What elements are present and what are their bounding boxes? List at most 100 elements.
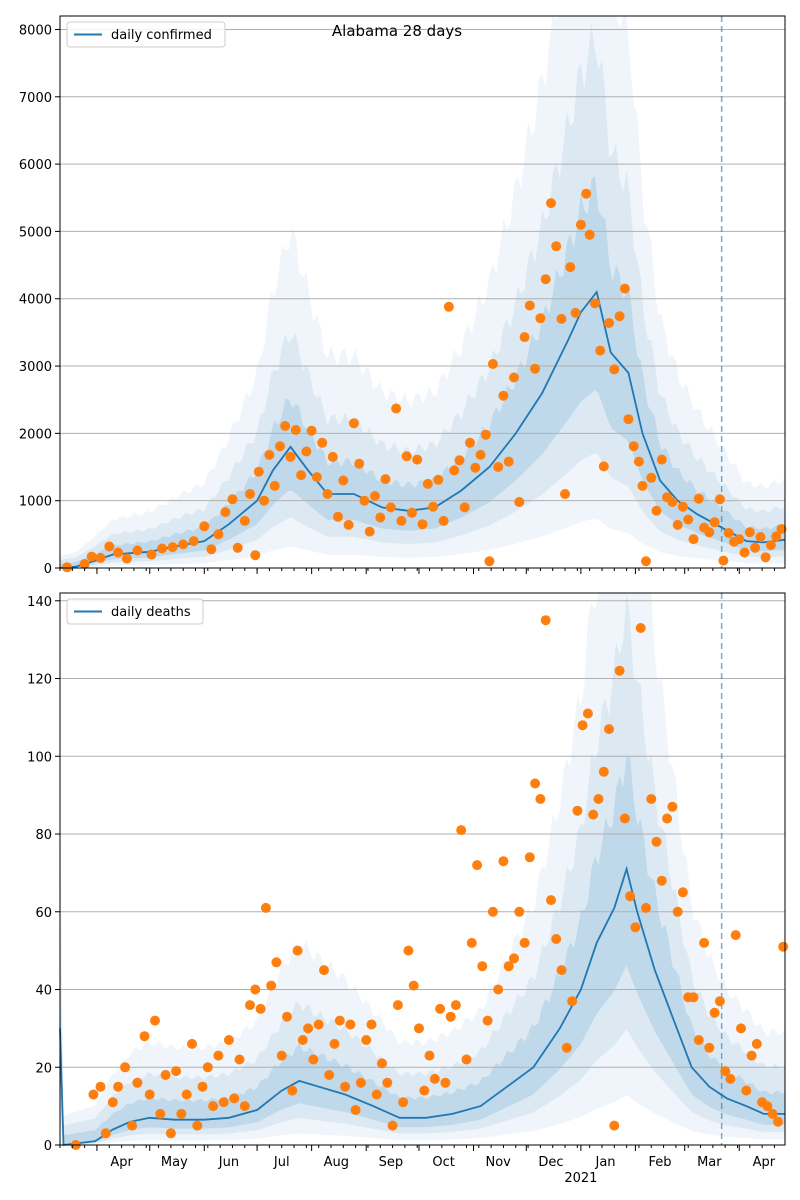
data-point (435, 1003, 446, 1014)
deaths-series-line (59, 865, 785, 1147)
data-point (551, 934, 562, 944)
data-point (120, 1062, 131, 1073)
data-point (723, 528, 734, 538)
y-tick-label: 2000 (19, 427, 52, 442)
data-point (303, 1023, 314, 1034)
data-point (641, 902, 651, 913)
data-point (95, 1081, 106, 1092)
data-point (398, 1097, 409, 1108)
data-point (556, 313, 567, 324)
data-point (551, 241, 562, 252)
data-point (253, 466, 264, 477)
data-point (264, 449, 275, 460)
deaths-plot-frame (59, 592, 786, 1146)
data-point (234, 1054, 245, 1065)
data-point (104, 541, 115, 552)
data-point (208, 1101, 219, 1112)
deaths-x-axis: Apr May Jun Jul Aug Sep Oct Nov Dec Jan Feb Mar Apr (59, 1145, 776, 1170)
data-point (604, 724, 614, 735)
data-point (646, 794, 657, 804)
y-tick-label: 3000 (19, 360, 52, 375)
x-tick-label: Apr (753, 1155, 776, 1170)
data-point (741, 1085, 752, 1096)
data-point (667, 801, 678, 812)
data-point (751, 1038, 762, 1049)
data-point (498, 390, 509, 401)
data-point (503, 961, 514, 972)
data-point (598, 766, 609, 777)
x-tick-label: Oct (432, 1155, 454, 1170)
data-point (385, 502, 396, 513)
data-point (271, 957, 282, 968)
data-point (630, 922, 641, 933)
data-point (714, 494, 725, 505)
confirmed-chart-panel: 0 1000 2000 3000 4000 5000 6000 7000 8000 Alabam… (19, 15, 787, 577)
data-point (662, 813, 673, 824)
data-point (355, 1077, 366, 1088)
data-point (181, 1089, 192, 1100)
data-point (730, 930, 741, 941)
data-point (609, 364, 620, 375)
data-point (408, 980, 419, 991)
data-point (519, 937, 530, 948)
data-point (561, 1042, 572, 1053)
data-point (107, 1097, 118, 1108)
data-point (144, 1089, 155, 1100)
data-point (560, 489, 570, 499)
data-point (287, 1085, 298, 1096)
data-point (720, 1066, 731, 1077)
data-point (139, 1031, 150, 1042)
data-point (546, 895, 556, 906)
data-point (449, 465, 460, 476)
data-point (280, 421, 291, 431)
data-point (401, 451, 412, 462)
data-point (445, 1011, 456, 1022)
deaths-legend: daily deaths (66, 598, 204, 625)
data-point (672, 906, 683, 917)
deaths-chart-panel: 0 20 40 60 80 100 120 140 Apr May Jun Jul Aug Sep Oct… (27, 592, 789, 1186)
data-point (746, 1050, 757, 1061)
data-point (387, 1120, 398, 1131)
data-point (176, 1108, 187, 1119)
data-point (333, 511, 343, 522)
y-tick-label: 6000 (19, 158, 52, 173)
data-point (250, 550, 261, 561)
x-tick-label: Feb (649, 1155, 672, 1170)
data-point (565, 262, 576, 273)
data-point (127, 1120, 138, 1131)
data-point (709, 1007, 720, 1018)
confirmed-legend: daily confirmed (66, 21, 226, 48)
data-point (450, 1000, 461, 1011)
data-point (165, 1128, 176, 1139)
data-point (290, 425, 301, 435)
data-point (220, 507, 231, 518)
data-point (604, 318, 614, 328)
data-point (187, 1038, 197, 1049)
data-point (259, 495, 270, 506)
data-point (709, 517, 720, 528)
x-axis-year-label: 2021 (564, 1171, 597, 1186)
data-point (292, 945, 303, 956)
y-tick-label: 1000 (19, 495, 52, 510)
data-point (519, 332, 530, 343)
data-point (641, 556, 651, 567)
data-point (614, 665, 625, 676)
confirmed-observed-points (62, 188, 787, 573)
data-point (155, 1108, 166, 1119)
data-point (646, 472, 657, 483)
y-tick-label: 80 (35, 828, 52, 843)
data-point (535, 794, 546, 804)
data-point (429, 1073, 440, 1084)
data-point (296, 470, 307, 481)
x-tick-label: Apr (110, 1155, 133, 1170)
data-point (530, 778, 541, 789)
data-point (739, 547, 750, 558)
data-point (218, 1097, 229, 1108)
data-point (396, 515, 407, 526)
data-point (619, 813, 630, 824)
data-point (477, 961, 488, 972)
deaths-uncertainty-bands (60, 593, 785, 1145)
data-point (765, 540, 776, 551)
data-point (487, 906, 498, 917)
data-point (693, 1035, 704, 1045)
